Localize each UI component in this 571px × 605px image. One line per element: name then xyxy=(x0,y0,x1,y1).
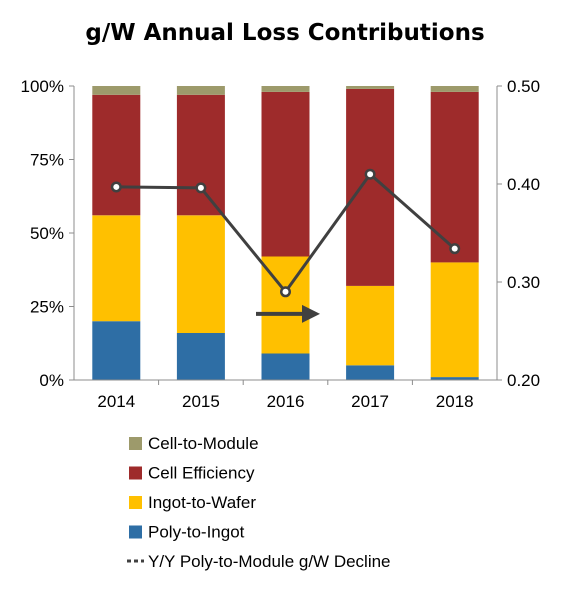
bar-segment-cell-efficiency-2014 xyxy=(92,94,141,216)
bars-layer xyxy=(92,86,479,380)
bar-segment-poly-to-ingot-2016 xyxy=(261,353,310,380)
decline-point-center xyxy=(451,245,458,252)
bar-segment-cell-efficiency-2015 xyxy=(176,94,225,216)
bar-segment-cell-efficiency-2018 xyxy=(430,91,479,263)
x-tick-label: 2017 xyxy=(351,392,389,411)
legend-swatch xyxy=(129,437,142,450)
y-left-tick-label: 100% xyxy=(21,77,64,96)
decline-point-center xyxy=(113,183,120,190)
arrow-annotation-head xyxy=(302,304,320,323)
decline-point-center xyxy=(282,288,289,295)
legend-swatch xyxy=(129,496,142,509)
bar-segment-cell-to-module-2017 xyxy=(346,86,395,89)
y-right-tick-label: 0.50 xyxy=(507,77,540,96)
legend-label: Poly-to-Ingot xyxy=(148,523,245,542)
y-right-tick-label: 0.20 xyxy=(507,371,540,390)
chart-title: g/W Annual Loss Contributions xyxy=(85,20,484,46)
y-left-tick-label: 50% xyxy=(30,224,64,243)
y-right-tick-label: 0.30 xyxy=(507,273,540,292)
bar-segment-ingot-to-wafer-2014 xyxy=(92,215,141,322)
bar-segment-poly-to-ingot-2014 xyxy=(92,321,141,380)
bar-segment-cell-to-module-2015 xyxy=(176,86,225,95)
y-left-tick-label: 0% xyxy=(39,371,64,390)
x-tick-label: 2018 xyxy=(436,392,474,411)
legend-label: Cell Efficiency xyxy=(148,464,255,483)
bar-segment-ingot-to-wafer-2015 xyxy=(176,215,225,333)
y-right-tick-label: 0.40 xyxy=(507,175,540,194)
bar-segment-ingot-to-wafer-2017 xyxy=(346,285,395,366)
x-tick-label: 2014 xyxy=(97,392,135,411)
decline-point-center xyxy=(367,171,374,178)
legend-swatch xyxy=(129,525,142,539)
x-tick-label: 2016 xyxy=(267,392,305,411)
decline-point-center xyxy=(197,184,204,191)
legend: Cell-to-Module Cell Efficiency Ingot-to-Wa… xyxy=(127,434,391,571)
y-left-tick-label: 75% xyxy=(30,151,64,170)
bar-segment-cell-to-module-2014 xyxy=(92,86,141,95)
bar-segment-poly-to-ingot-2015 xyxy=(176,333,225,380)
bar-segment-poly-to-ingot-2017 xyxy=(346,365,395,380)
legend-swatch xyxy=(129,466,142,480)
axes-layer: 0% 25% 50% 75% 100% 0.20 0.30 0.40 0.50 2014 2015 2… xyxy=(21,77,541,411)
annotation-layer xyxy=(256,304,320,323)
bar-segment-cell-efficiency-2016 xyxy=(261,91,310,257)
legend-label: Y/Y Poly-to-Module g/W Decline xyxy=(148,552,391,571)
legend-label: Cell-to-Module xyxy=(148,434,259,453)
bar-segment-ingot-to-wafer-2018 xyxy=(430,262,479,378)
bar-segment-cell-to-module-2018 xyxy=(430,86,479,92)
legend-label: Ingot-to-Wafer xyxy=(148,493,256,512)
line-series-layer xyxy=(110,168,461,298)
y-left-tick-label: 25% xyxy=(30,298,64,317)
bar-segment-poly-to-ingot-2018 xyxy=(430,377,479,380)
x-tick-label: 2015 xyxy=(182,392,220,411)
bar-segment-cell-to-module-2016 xyxy=(261,86,310,92)
